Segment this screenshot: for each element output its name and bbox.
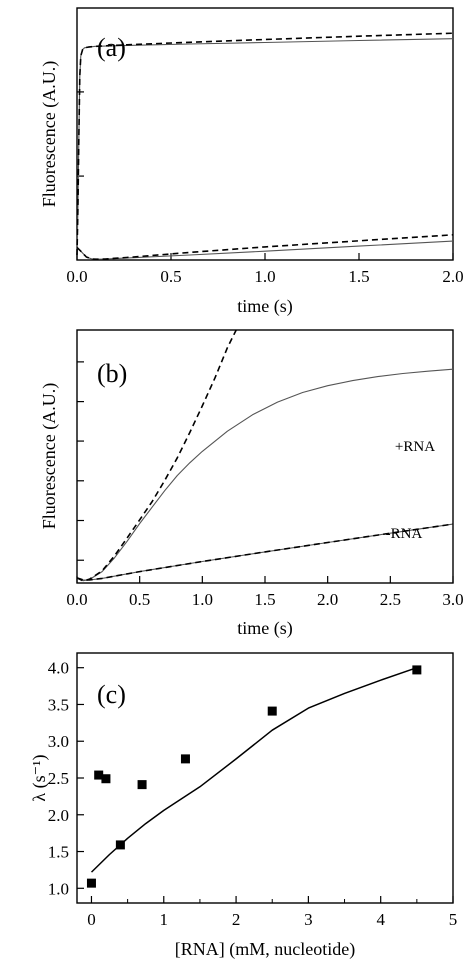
x-tick-label: 5 bbox=[449, 910, 458, 929]
panel-a-tick-labels: 0.0 0.5 1.0 1.5 2.0 bbox=[66, 267, 463, 286]
data-point-marker bbox=[267, 706, 277, 716]
panel-b: 0.0 0.5 1.0 1.5 2.0 2.5 3.0 (b) +RNA -RNA time… bbox=[39, 329, 464, 639]
panel-a-ticks bbox=[76, 91, 454, 260]
panel-a: 0.0 0.5 1.0 1.5 2.0 (a) time (s) Fluorescenc… bbox=[39, 7, 464, 317]
fit-curve bbox=[90, 666, 418, 873]
series-fit-dashed-line bbox=[76, 234, 454, 261]
panel-c-ticks bbox=[77, 667, 454, 903]
panel-a-y-axis-title: Fluorescence (A.U.) bbox=[39, 61, 60, 207]
x-tick-label: 1.0 bbox=[192, 590, 213, 609]
panel-a-series bbox=[76, 32, 454, 261]
y-tick-label: 2.5 bbox=[48, 769, 69, 788]
panel-c-x-axis-title: [RNA] (mM, nucleotide) bbox=[175, 939, 355, 960]
x-tick-label: 3 bbox=[304, 910, 313, 929]
panel-c-letter: (c) bbox=[97, 680, 126, 709]
panel-b-letter: (b) bbox=[97, 359, 127, 388]
x-tick-label: 2.5 bbox=[380, 590, 401, 609]
y-tick-label: 3.5 bbox=[48, 695, 69, 714]
series-data-line bbox=[76, 38, 454, 256]
y-tick-label: 4.0 bbox=[48, 659, 69, 678]
x-tick-label: 1.0 bbox=[254, 267, 275, 286]
series-data-line bbox=[76, 368, 454, 582]
x-tick-label: 0 bbox=[87, 910, 96, 929]
panel-c-points bbox=[86, 665, 422, 888]
panel-c-y-axis-title: λ (s⁻¹) bbox=[29, 754, 50, 801]
data-point-marker bbox=[94, 770, 104, 780]
data-point-marker bbox=[412, 665, 422, 675]
x-tick-label: 2 bbox=[232, 910, 241, 929]
series-fit-dashed-line bbox=[76, 32, 454, 256]
panel-c-frame bbox=[76, 652, 454, 904]
y-tick-label: 1.0 bbox=[48, 879, 69, 898]
x-tick-label: 4 bbox=[376, 910, 385, 929]
x-tick-label: 2.0 bbox=[442, 267, 463, 286]
y-tick-label: 1.5 bbox=[48, 843, 69, 862]
panel-b-tick-labels: 0.0 0.5 1.0 1.5 2.0 2.5 3.0 bbox=[66, 590, 463, 609]
data-point-marker bbox=[115, 840, 125, 850]
data-point-marker bbox=[137, 780, 147, 790]
panel-b-frame bbox=[76, 329, 454, 584]
panel-c-tick-labels: 0 1 2 3 4 5 1.0 1.5 2.0 2.5 3.0 3.5 4.0 bbox=[48, 659, 458, 929]
data-point-marker bbox=[101, 774, 111, 784]
series-fit-dashed-line bbox=[76, 329, 237, 582]
panel-a-x-axis-title: time (s) bbox=[237, 296, 293, 317]
panel-c: 0 1 2 3 4 5 1.0 1.5 2.0 2.5 3.0 3.5 4.0 (c) [RNA] (m… bbox=[29, 652, 458, 960]
x-tick-label: 1.5 bbox=[348, 267, 369, 286]
x-tick-label: 3.0 bbox=[442, 590, 463, 609]
x-tick-label: 0.0 bbox=[66, 590, 87, 609]
panel-b-x-axis-title: time (s) bbox=[237, 618, 293, 639]
y-tick-label: 3.0 bbox=[48, 732, 69, 751]
x-tick-label: 2.0 bbox=[317, 590, 338, 609]
panel-b-series bbox=[76, 329, 454, 582]
series-fit-dashed-line bbox=[76, 523, 454, 581]
x-tick-label: 0.5 bbox=[160, 267, 181, 286]
x-tick-label: 0.5 bbox=[129, 590, 150, 609]
x-tick-label: 1.5 bbox=[254, 590, 275, 609]
y-tick-label: 2.0 bbox=[48, 806, 69, 825]
x-tick-label: 0.0 bbox=[66, 267, 87, 286]
annotation-plus-rna: +RNA bbox=[395, 439, 435, 455]
panel-c-fit-line bbox=[90, 666, 418, 873]
annotation-minus-rna: -RNA bbox=[386, 526, 423, 542]
panel-b-y-axis-title: Fluorescence (A.U.) bbox=[39, 383, 60, 529]
data-point-marker bbox=[86, 878, 96, 888]
panel-a-letter: (a) bbox=[97, 33, 126, 62]
panel-b-ticks bbox=[76, 361, 454, 583]
data-point-marker bbox=[180, 754, 190, 764]
x-tick-label: 1 bbox=[160, 910, 169, 929]
